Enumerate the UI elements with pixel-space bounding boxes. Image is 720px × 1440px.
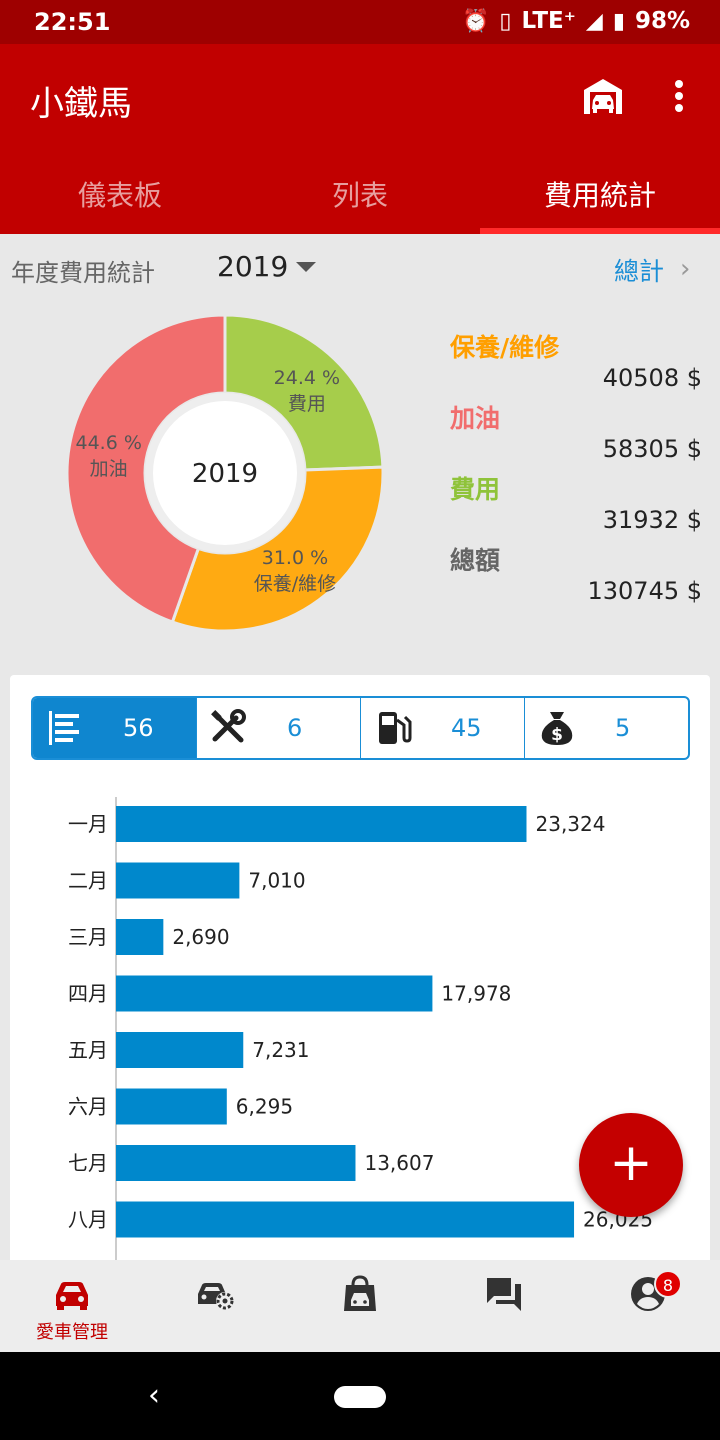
home-pill[interactable] <box>334 1386 386 1408</box>
bar-value-label-3: 17,978 <box>441 982 511 1006</box>
filter-maintenance-count: 6 <box>287 714 303 742</box>
car-icon <box>56 1282 88 1310</box>
legend-label-total: 總額 <box>450 546 501 575</box>
car-shop-icon <box>344 1275 376 1311</box>
year-selector-row: 年度費用統計 2019 總計 › <box>0 234 720 300</box>
total-link[interactable]: 總計 <box>614 257 665 286</box>
notification-badge: 8 <box>654 1270 682 1298</box>
bar-7[interactable] <box>116 1201 575 1238</box>
car-settings-icon <box>198 1283 234 1310</box>
filter-expense-count: 5 <box>615 714 631 742</box>
year-dropdown[interactable]: 2019 <box>217 250 289 283</box>
bar-0[interactable] <box>116 806 527 842</box>
filter-fuel[interactable]: 45 <box>360 698 524 758</box>
bar-value-label-2: 2,690 <box>172 925 229 949</box>
donut-slice-pct-1: 31.0 % <box>262 547 328 569</box>
bottom-navigation: 愛車管理 8 <box>0 1260 720 1352</box>
bar-category-label-2: 三月 <box>68 925 108 949</box>
bar-value-label-1: 7,010 <box>248 869 305 893</box>
list-icon <box>49 711 79 745</box>
chevron-right-icon[interactable]: › <box>680 254 691 284</box>
bar-category-label-4: 五月 <box>68 1038 108 1062</box>
bar-category-label-7: 八月 <box>68 1208 108 1232</box>
bar-category-label-0: 一月 <box>68 812 108 836</box>
bar-category-label-5: 六月 <box>68 1095 108 1119</box>
legend-value-maintenance: 40508 $ <box>602 364 702 392</box>
donut-slice-name-2: 加油 <box>90 458 128 480</box>
filter-fuel-count: 45 <box>451 714 482 742</box>
alarm-icon: ⏰ <box>462 8 490 34</box>
garage-icon[interactable] <box>582 76 624 116</box>
bar-category-label-3: 四月 <box>68 982 108 1006</box>
legend-label-maintenance: 保養/維修 <box>450 333 560 362</box>
app-title: 小鐵馬 <box>30 84 132 124</box>
bar-value-label-5: 6,295 <box>236 1095 293 1119</box>
expense-legend: 保養/維修 40508 $ 加油 58305 $ 費用 31932 $ 總額 1… <box>450 328 702 612</box>
tab-dashboard[interactable]: 儀表板 <box>77 179 162 212</box>
app-bar: 小鐵馬 儀表板 列表 費用統計 <box>0 44 720 234</box>
fuel-icon <box>379 712 412 744</box>
annual-stats-label: 年度費用統計 <box>11 259 155 287</box>
legend-value-fuel: 58305 $ <box>602 435 702 463</box>
donut-slice-pct-0: 24.4 % <box>274 367 340 389</box>
more-options-icon[interactable] <box>665 76 693 116</box>
nav-car-management-label: 愛車管理 <box>36 1322 108 1343</box>
tools-icon <box>211 709 246 743</box>
tab-bar: 儀表板 列表 費用統計 <box>0 150 720 234</box>
bar-3[interactable] <box>116 975 433 1012</box>
back-icon[interactable]: ‹ <box>148 1378 160 1413</box>
legend-value-total: 130745 $ <box>587 577 702 605</box>
network-label: LTE⁺ <box>521 8 576 34</box>
donut-slice-name-1: 保養/維修 <box>254 573 336 595</box>
signal-icon: ◢ <box>585 8 603 34</box>
bar-category-label-6: 七月 <box>68 1151 108 1175</box>
nav-messages[interactable] <box>432 1260 576 1352</box>
legend-value-expense: 31932 $ <box>602 506 702 534</box>
record-type-filter: 56 6 45 $ 5 <box>31 696 690 760</box>
vibrate-icon: ▯ <box>499 8 512 34</box>
battery-icon: ▮ <box>612 8 625 34</box>
nav-car-shop[interactable] <box>288 1260 432 1352</box>
donut-slice-name-0: 費用 <box>288 393 326 415</box>
add-record-button[interactable]: + <box>579 1113 683 1217</box>
legend-label-expense: 費用 <box>450 475 501 504</box>
svg-text:$: $ <box>551 725 563 745</box>
chat-icon <box>487 1278 521 1311</box>
filter-expense[interactable]: $ 5 <box>524 698 688 758</box>
monthly-bar-chart: 一月 23,324 二月 7,010 三月 2,690 四月 17,978 五月 7,231 六月 6… <box>68 797 653 1275</box>
bar-4[interactable] <box>116 1032 244 1068</box>
donut-slice-pct-2: 44.6 % <box>75 432 141 454</box>
system-navigation-bar: ‹ <box>0 1352 720 1440</box>
bar-5[interactable] <box>116 1088 227 1125</box>
nav-account[interactable]: 8 <box>576 1260 720 1352</box>
tab-expense-stats[interactable]: 費用統計 <box>480 150 720 234</box>
legend-label-fuel: 加油 <box>450 404 501 433</box>
bar-2[interactable] <box>116 919 164 955</box>
filter-maintenance[interactable]: 6 <box>196 698 360 758</box>
bar-6[interactable] <box>116 1145 356 1181</box>
expense-donut-chart: 2019 24.4 % 費用 31.0 % 保養/維修 44.6 % 加油 <box>65 313 385 633</box>
caret-down-icon[interactable] <box>296 262 316 272</box>
bar-value-label-0: 23,324 <box>536 812 606 836</box>
status-bar: 22:51 ⏰ ▯ LTE⁺ ◢ ▮ 98% <box>0 0 720 44</box>
battery-level: 98% <box>634 8 690 34</box>
status-time: 22:51 <box>34 8 111 36</box>
bar-value-label-4: 7,231 <box>252 1038 309 1062</box>
bar-value-label-6: 13,607 <box>364 1151 434 1175</box>
donut-center-year: 2019 <box>192 459 258 489</box>
filter-all[interactable]: 56 <box>33 698 196 758</box>
bar-category-label-1: 二月 <box>68 869 108 893</box>
filter-all-count: 56 <box>123 714 154 742</box>
nav-car-service[interactable] <box>144 1260 288 1352</box>
money-bag-icon: $ <box>541 712 573 745</box>
nav-car-management[interactable]: 愛車管理 <box>0 1260 144 1352</box>
tab-list[interactable]: 列表 <box>331 179 388 212</box>
bar-1[interactable] <box>116 862 240 899</box>
